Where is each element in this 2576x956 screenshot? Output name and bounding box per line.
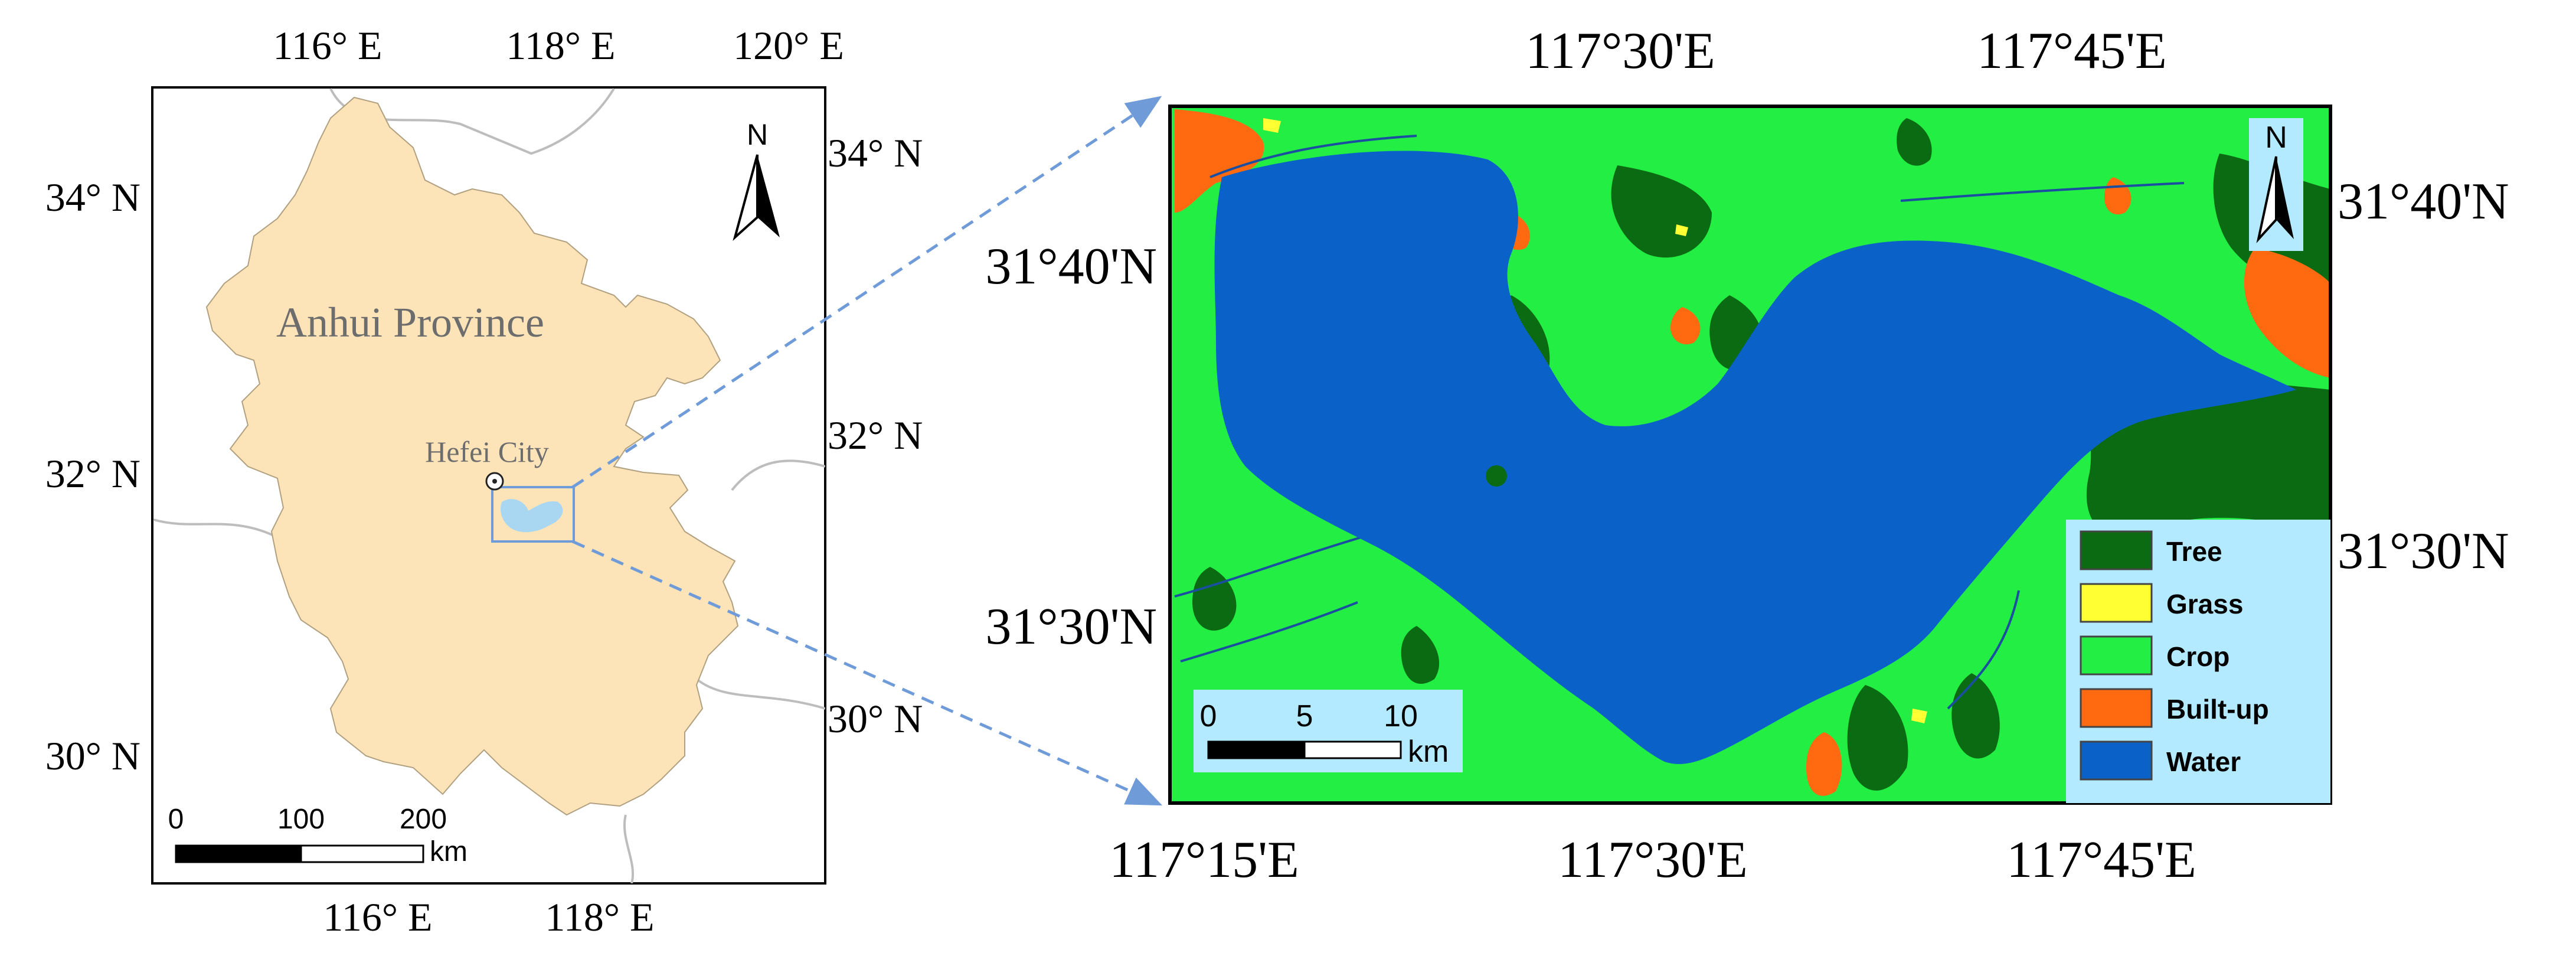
legend-swatch-tree bbox=[2080, 530, 2153, 570]
right-scale-0: 0 bbox=[1200, 699, 1217, 733]
province-label: Anhui Province bbox=[276, 299, 544, 346]
left-scale-bar: 0 100 200 km bbox=[168, 804, 468, 867]
left-scale-200: 200 bbox=[400, 804, 447, 835]
landcover-waterways bbox=[1174, 135, 2185, 710]
left-scale-unit: km bbox=[430, 836, 468, 867]
left-right-tick-32: 32° N bbox=[828, 413, 923, 458]
left-map-panel: Hefei City Anhui Province N 0 100 200 km… bbox=[45, 23, 923, 939]
callout-line-bottom bbox=[571, 540, 1163, 806]
right-top-tick-117-30: 117°30'E bbox=[1525, 22, 1715, 80]
right-map-panel: N 0 5 10 km Tree Grass Crop Built-up Water 1… bbox=[985, 22, 2509, 889]
left-scale-100: 100 bbox=[277, 804, 325, 835]
left-bottom-tick-118: 118° E bbox=[545, 895, 654, 939]
right-scale-bar: 0 5 10 km bbox=[1194, 690, 1463, 772]
legend-swatch-built-up bbox=[2080, 688, 2153, 728]
right-scale-10: 10 bbox=[1384, 699, 1418, 733]
right-map-frame bbox=[1168, 105, 2332, 805]
right-scale-unit: km bbox=[1408, 735, 1449, 769]
chaohu-lake-inset bbox=[501, 499, 563, 533]
hefei-city-label: Hefei City bbox=[425, 435, 549, 468]
lake-island bbox=[1486, 465, 1507, 487]
hefei-city-marker-dot bbox=[492, 479, 497, 484]
chaohu-lake bbox=[1214, 151, 2296, 764]
left-left-tick-34: 34° N bbox=[45, 175, 140, 220]
left-right-tick-34: 34° N bbox=[828, 130, 923, 175]
left-bottom-tick-116: 116° E bbox=[323, 895, 432, 939]
legend-label-tree: Tree bbox=[2166, 536, 2222, 567]
left-top-tick-116: 116° E bbox=[273, 23, 382, 68]
right-top-tick-117-45: 117°45'E bbox=[1977, 22, 2167, 80]
callout-line-top bbox=[571, 96, 1162, 489]
left-north-arrow-label: N bbox=[747, 118, 768, 151]
left-north-arrow: N bbox=[733, 118, 780, 241]
landcover-grass-patches bbox=[1263, 118, 2308, 776]
left-top-tick-118: 118° E bbox=[506, 23, 615, 68]
anhui-province-shape bbox=[205, 96, 739, 816]
legend-swatch-grass bbox=[2080, 583, 2153, 623]
legend-label-built-up: Built-up bbox=[2166, 694, 2269, 725]
left-scale-0: 0 bbox=[168, 804, 184, 835]
legend-swatch-water bbox=[2080, 740, 2153, 781]
right-right-tick-31-40: 31°40'N bbox=[2338, 173, 2509, 230]
right-north-arrow-label: N bbox=[2265, 120, 2287, 155]
left-right-tick-30: 30° N bbox=[828, 696, 923, 741]
right-bottom-tick-117-30: 117°30'E bbox=[1558, 831, 1748, 889]
study-area-box bbox=[491, 486, 575, 543]
legend-swatch-crop bbox=[2080, 635, 2153, 676]
left-left-tick-32: 32° N bbox=[45, 451, 140, 496]
right-scale-5: 5 bbox=[1296, 699, 1313, 733]
left-left-tick-30: 30° N bbox=[45, 733, 140, 778]
right-bottom-tick-117-45: 117°45'E bbox=[2006, 831, 2196, 889]
right-left-tick-31-40: 31°40'N bbox=[985, 238, 1157, 295]
right-north-arrow: N bbox=[2249, 118, 2303, 251]
right-left-tick-31-30: 31°30'N bbox=[985, 598, 1157, 655]
legend-label-crop: Crop bbox=[2166, 641, 2230, 672]
legend-label-water: Water bbox=[2166, 746, 2241, 777]
legend-label-grass: Grass bbox=[2166, 589, 2243, 619]
right-right-tick-31-30: 31°30'N bbox=[2338, 523, 2509, 580]
left-top-tick-120: 120° E bbox=[733, 23, 844, 68]
right-bottom-tick-117-15: 117°15'E bbox=[1109, 831, 1299, 889]
landcover-legend: Tree Grass Crop Built-up Water bbox=[2066, 520, 2330, 803]
